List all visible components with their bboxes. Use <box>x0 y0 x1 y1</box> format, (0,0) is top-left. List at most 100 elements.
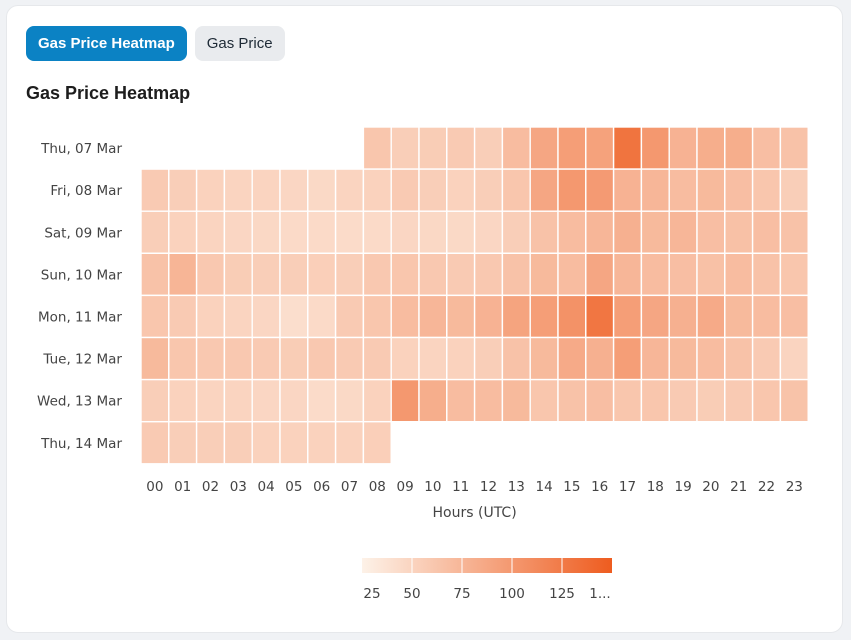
heatmap-cell <box>251 252 281 297</box>
heatmap-cell <box>223 168 253 212</box>
heatmap-cell <box>390 126 420 170</box>
heatmap-cell <box>640 336 670 381</box>
chart-title: Gas Price Heatmap <box>26 83 191 103</box>
heatmap-cell <box>557 336 587 381</box>
heatmap-cell <box>446 126 476 170</box>
color-legend-tick: 100 <box>499 586 525 602</box>
heatmap-cell <box>473 126 504 170</box>
heatmap-cell <box>390 252 420 297</box>
heatmap-cell <box>529 168 559 212</box>
heatmap-cell <box>140 378 170 423</box>
y-tick-label: Fri, 08 Mar <box>50 183 122 199</box>
heatmap-cell <box>751 252 782 297</box>
heatmap-cell <box>501 336 531 381</box>
heatmap-cell <box>779 336 809 381</box>
heatmap-cell <box>612 126 643 170</box>
heatmap-cell <box>334 168 365 212</box>
heatmap-cell <box>307 294 337 339</box>
heatmap-cell <box>168 378 198 423</box>
heatmap-cell <box>195 210 226 254</box>
y-tick-label: Mon, 11 Mar <box>38 309 122 325</box>
heatmap-cell <box>195 421 226 465</box>
y-tick-label: Wed, 13 Mar <box>37 394 122 410</box>
chart-tabs: Gas Price Heatmap Gas Price <box>26 26 285 61</box>
heatmap-cell <box>140 421 170 465</box>
heatmap-cell <box>334 210 365 254</box>
heatmap-cell <box>612 294 643 339</box>
heatmap-cell <box>779 252 809 297</box>
x-tick-label: 06 <box>313 479 330 495</box>
heatmap-cell <box>279 168 309 212</box>
heatmap-cell <box>668 252 698 297</box>
x-tick-label: 05 <box>285 479 302 495</box>
heatmap-cell <box>279 252 309 297</box>
heatmap-cell <box>501 126 531 170</box>
heatmap-cell <box>585 294 615 339</box>
heatmap-cell <box>334 294 365 339</box>
heatmap-cell <box>334 336 365 381</box>
heatmap-cell <box>195 168 226 212</box>
heatmap-cell <box>529 252 559 297</box>
x-tick-label: 18 <box>647 479 664 495</box>
heatmap-cell <box>557 168 587 212</box>
heatmap-cell <box>168 336 198 381</box>
x-tick-label: 19 <box>675 479 692 495</box>
heatmap-cell <box>446 336 476 381</box>
x-tick-label: 23 <box>786 479 803 495</box>
heatmap-cell <box>307 421 337 465</box>
heatmap-cell <box>307 378 337 423</box>
heatmap-cell <box>251 421 281 465</box>
heatmap-cell <box>557 126 587 170</box>
heatmap-cell <box>251 168 281 212</box>
heatmap-cell <box>585 378 615 423</box>
heatmap-cell <box>168 294 198 339</box>
x-axis-title: Hours (UTC) <box>433 505 517 521</box>
x-tick-label: 13 <box>508 479 525 495</box>
heatmap-cell <box>418 336 448 381</box>
heatmap-cell <box>195 378 226 423</box>
x-tick-label: 17 <box>619 479 636 495</box>
heatmap-cell <box>668 210 698 254</box>
y-tick-label: Thu, 14 Mar <box>40 436 122 452</box>
heatmap-cell <box>362 421 392 465</box>
tab-gas-price-heatmap[interactable]: Gas Price Heatmap <box>26 26 187 61</box>
heatmap-cell <box>473 252 504 297</box>
heatmap-cell <box>223 336 253 381</box>
color-legend-tick: 1... <box>589 586 610 602</box>
heatmap-cell <box>390 336 420 381</box>
heatmap-cell <box>223 378 253 423</box>
heatmap-cell <box>779 126 809 170</box>
x-tick-label: 00 <box>146 479 163 495</box>
heatmap-cell <box>640 168 670 212</box>
heatmap-cell <box>724 168 754 212</box>
heatmap-cell <box>473 168 504 212</box>
heatmap-cell <box>640 126 670 170</box>
heatmap-cell <box>724 210 754 254</box>
x-tick-label: 07 <box>341 479 358 495</box>
heatmap-cell <box>223 421 253 465</box>
heatmap-cell <box>279 294 309 339</box>
heatmap-cell <box>557 252 587 297</box>
heatmap-cell <box>446 252 476 297</box>
x-tick-label: 12 <box>480 479 497 495</box>
heatmap-cell <box>585 168 615 212</box>
heatmap-cell <box>696 126 726 170</box>
x-tick-label: 15 <box>563 479 580 495</box>
heatmap-cell <box>668 294 698 339</box>
x-tick-label: 21 <box>730 479 747 495</box>
heatmap-cell <box>724 294 754 339</box>
tab-gas-price[interactable]: Gas Price <box>194 26 285 61</box>
heatmap-cell <box>612 378 643 423</box>
heatmap-cell <box>668 168 698 212</box>
heatmap-cell <box>501 378 531 423</box>
color-legend-tick: 125 <box>549 586 575 602</box>
heatmap-cell <box>724 336 754 381</box>
heatmap-cell <box>696 294 726 339</box>
heatmap-cell <box>362 378 392 423</box>
heatmap-cell <box>362 252 392 297</box>
heatmap-cell <box>195 336 226 381</box>
heatmap-cell <box>529 378 559 423</box>
heatmap-cell <box>446 378 476 423</box>
heatmap-cell <box>362 294 392 339</box>
